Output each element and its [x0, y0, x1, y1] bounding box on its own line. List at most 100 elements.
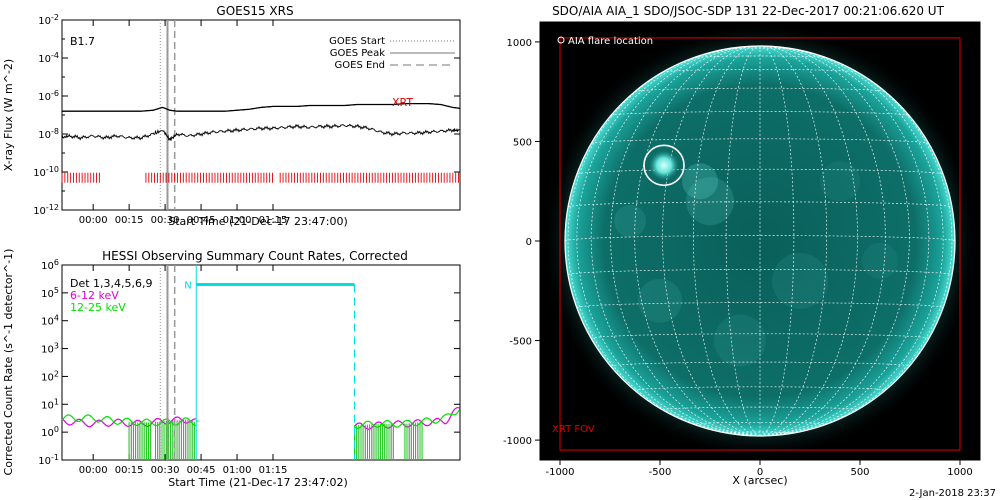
sun-active-region [714, 314, 766, 367]
goes-y-tick-label: 10-6 [38, 89, 59, 103]
legend-goes-end: GOES End [335, 60, 385, 71]
goes-x-tick-label: 00:00 [79, 215, 108, 226]
hessi-frame [61, 264, 461, 461]
grid-meridian [725, 45, 761, 437]
aia-panel: SDO/AIA AIA_1 SDO/JSOC-SDP 131 22-Dec-20… [503, 4, 981, 487]
hessi-y-tick-label: 100 [41, 425, 59, 439]
aia-title: SDO/AIA AIA_1 SDO/JSOC-SDP 131 22-Dec-20… [552, 4, 945, 18]
legend-circle-icon [557, 36, 565, 44]
hessi-y-label: Corrected Count Rate (s^-1 detector^-1) [2, 249, 15, 476]
goes-legend: GOES Start GOES Peak GOES End [329, 36, 455, 71]
goes-event-lines [159, 20, 176, 210]
grid-meridian [759, 46, 944, 437]
goes-x-axis: 00:00 00:15 00:30 00:45 01:00 01:15 [79, 20, 288, 226]
hessi-panel: HESSI Observing Summary Count Rates, Cor… [2, 249, 461, 489]
legend-goes-peak: GOES Peak [330, 48, 385, 59]
goes-y-tick-label: 10-4 [38, 51, 59, 65]
grid-parallel [662, 69, 858, 73]
grid-parallel [564, 235, 956, 242]
aia-y-axis: 1000 500 0 -500 -1000 [503, 38, 540, 447]
aia-y-tick-label: 1000 [507, 38, 532, 49]
grid-parallel [726, 47, 794, 50]
aia-y-tick-label: 0 [526, 237, 532, 248]
hessi-legend: Det 1,3,4,5,6,9 6-12 keV 12-25 keV [70, 277, 153, 314]
goes-y-tick-label: 10-8 [38, 127, 59, 141]
grid-parallel [634, 386, 886, 391]
hessi-event-lines [159, 265, 176, 460]
hessi-title: HESSI Observing Summary Count Rates, Cor… [102, 249, 408, 263]
grid-meridian [576, 46, 761, 437]
hessi-x-tick-label: 01:00 [223, 465, 252, 476]
sun-active-region [638, 278, 682, 323]
goes-title: GOES15 XRS [216, 4, 293, 18]
aia-x-axis: -1000 -500 0 500 1000 [545, 460, 973, 478]
sun-active-region [614, 205, 646, 238]
aia-y-tick-label: 500 [513, 137, 532, 148]
grid-meridian [590, 46, 761, 437]
goes-y-label: X-ray Flux (W m^-2) [2, 59, 15, 171]
hessi-y-tick-label: 104 [41, 314, 59, 328]
hessi-y-tick-label: 10-1 [38, 453, 59, 467]
goes-x-label: Start Time (21-Dec-17 23:47:00) [168, 215, 348, 228]
grid-parallel [568, 201, 952, 208]
sun-active-region [686, 177, 734, 226]
grid-parallel [662, 406, 858, 411]
aia-x-label: X (arcsec) [732, 474, 787, 487]
legend-12-25: 12-25 keV [70, 301, 126, 314]
goes-y-axis: 10-2 10-4 10-6 10-8 10-10 10-12 [33, 13, 460, 217]
sun-texture [614, 161, 898, 367]
sun-active-region [772, 252, 828, 309]
grid-meridian [634, 45, 761, 437]
grid-parallel [610, 361, 910, 367]
grid-meridian [662, 45, 761, 437]
goes-series-long [62, 102, 461, 112]
grid-parallel [634, 87, 886, 92]
hessi-y-tick-label: 103 [41, 342, 59, 356]
goes-x-tick-label: 01:00 [223, 215, 252, 226]
goes-x-tick-label: 00:45 [187, 215, 216, 226]
grid-meridian [759, 45, 858, 437]
goes-series [61, 102, 461, 141]
sun-active-region [820, 161, 860, 202]
legend-goes-start: GOES Start [329, 36, 385, 47]
hessi-x-tick-label: 00:15 [115, 465, 144, 476]
hessi-night-bar: N [184, 265, 356, 460]
solar-limb [564, 45, 956, 437]
grid-meridian [759, 45, 795, 437]
grid-parallel [576, 302, 944, 308]
grid-parallel [590, 333, 930, 339]
goes-x-tick-label: 00:30 [151, 215, 180, 226]
grid-meridian [759, 46, 930, 437]
flare-brightening [649, 150, 679, 181]
grid-parallel [610, 111, 910, 116]
grid-meridian [759, 45, 828, 437]
goes-x-tick-label: 01:15 [259, 215, 288, 226]
aia-x-tick-label: 1000 [947, 467, 972, 478]
aia-x-tick-label: 500 [850, 467, 869, 478]
goes-xrt-coverage [61, 172, 460, 183]
hessi-y-tick-label: 101 [41, 397, 59, 411]
goes-series-short [61, 123, 461, 141]
grid-parallel [693, 421, 827, 425]
grid-meridian [692, 45, 761, 437]
hessi-x-tick-label: 00:30 [151, 465, 180, 476]
heliographic-grid [564, 45, 956, 437]
hessi-x-tick-label: 00:00 [79, 465, 108, 476]
hessi-night-label: N [184, 281, 191, 292]
goes-panel: GOES15 XRS 10-2 10-4 10-6 10-8 10-10 10-12 00… [2, 4, 461, 228]
aia-legend: AIA flare location [557, 36, 653, 47]
hessi-y-tick-label: 105 [41, 286, 59, 300]
hessi-12-25-series-dropouts [128, 421, 423, 460]
legend-6-12: 6-12 keV [70, 289, 119, 302]
goes-y-tick-label: 10-12 [33, 203, 59, 217]
sun-active-region [682, 163, 718, 200]
hessi-y-tick-label: 102 [41, 369, 59, 383]
goes-xrt-label: XRT [392, 96, 413, 109]
xrt-fov-box [559, 37, 961, 451]
grid-parallel [725, 431, 795, 434]
grid-meridian [759, 45, 910, 437]
grid-parallel [567, 269, 953, 276]
aia-x-tick-label: -1000 [545, 467, 574, 478]
hessi-12-25-series [61, 409, 461, 429]
